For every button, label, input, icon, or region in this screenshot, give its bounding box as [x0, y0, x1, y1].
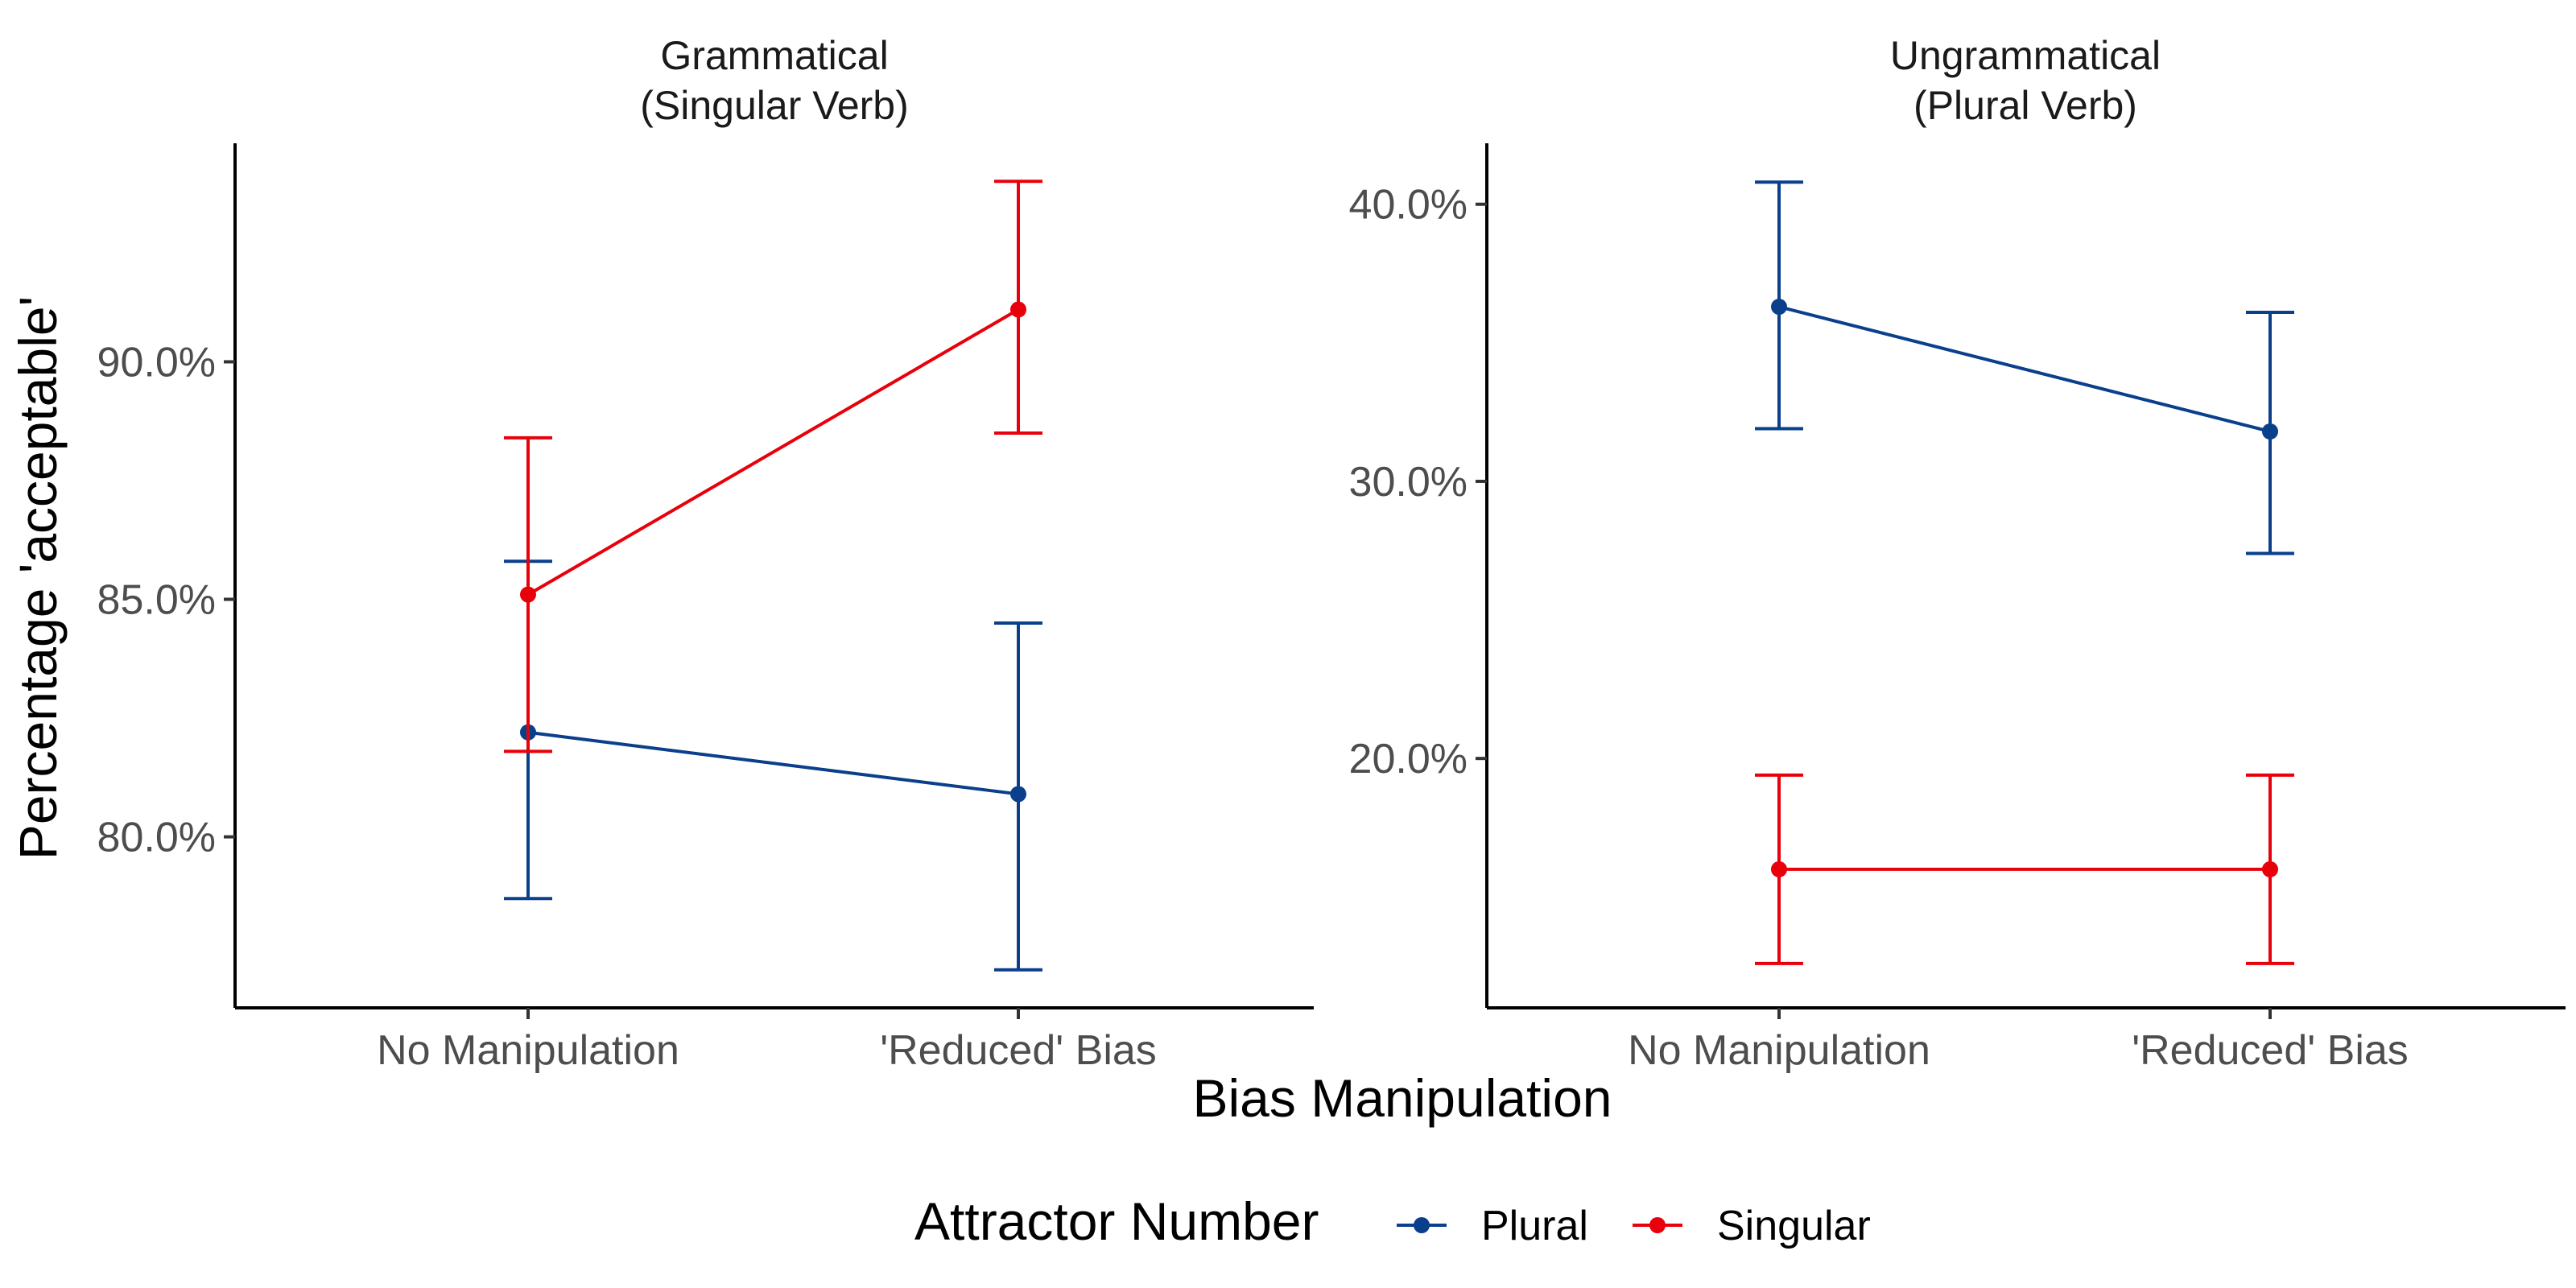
data-point-singular: [1771, 861, 1787, 877]
panel-1-title-line-1: Grammatical: [660, 33, 888, 78]
data-point-singular: [2262, 861, 2278, 877]
y-axis-title: Percentage 'acceptable': [8, 296, 68, 860]
x-axis-title: Bias Manipulation: [1193, 1068, 1612, 1128]
panel-grammatical: Grammatical (Singular Verb) 80.0% 85.0% 90…: [97, 33, 1314, 1074]
y-tick-label: 80.0%: [97, 815, 216, 861]
legend-key-point-singular: [1649, 1217, 1666, 1233]
panel-2-plot-area: 20.0% 30.0% 40.0% No Manipulation 'Reduced' …: [1349, 143, 2566, 1074]
series-plural: [1755, 180, 2294, 555]
panel-1-plot-area: 80.0% 85.0% 90.0% No Manipulation 'Reduced' …: [97, 143, 1314, 1074]
series-singular: [504, 180, 1042, 753]
y-tick-label: 40.0%: [1349, 182, 1468, 229]
legend-label-singular: Singular: [1717, 1203, 1871, 1249]
x-tick-label: No Manipulation: [377, 1027, 679, 1074]
data-point-singular: [1010, 301, 1026, 318]
data-point-singular: [520, 586, 536, 603]
data-point-plural: [2262, 423, 2278, 440]
y-tick-label: 30.0%: [1349, 459, 1468, 506]
y-tick-label: 20.0%: [1349, 736, 1468, 782]
series-singular: [1755, 773, 2294, 965]
series-line-singular: [526, 308, 1020, 597]
panel-ungrammatical: Ungrammatical (Plural Verb) 20.0% 30.0% 40…: [1349, 33, 2566, 1074]
panel-1-title-line-2: (Singular Verb): [640, 83, 909, 128]
legend-label-plural: Plural: [1481, 1203, 1588, 1249]
legend-entries: Plural Singular: [1397, 1203, 1871, 1249]
panel-2-title-line-2: (Plural Verb): [1913, 83, 2137, 128]
y-tick-label: 90.0%: [97, 339, 216, 386]
series-line-plural: [1778, 305, 2271, 433]
x-tick-label: 'Reduced' Bias: [880, 1027, 1157, 1074]
y-tick-label: 85.0%: [97, 577, 216, 624]
legend-title: Attractor Number: [914, 1191, 1319, 1251]
legend: Attractor Number Plural Singular: [914, 1191, 1871, 1251]
data-point-plural: [1010, 786, 1026, 803]
x-tick-label: 'Reduced' Bias: [2132, 1027, 2409, 1074]
data-point-plural: [1771, 299, 1787, 316]
series-line-plural: [527, 730, 1019, 796]
legend-key-point-plural: [1414, 1217, 1430, 1233]
x-tick-label: No Manipulation: [1628, 1027, 1930, 1074]
panel-2-title-line-1: Ungrammatical: [1890, 33, 2161, 78]
